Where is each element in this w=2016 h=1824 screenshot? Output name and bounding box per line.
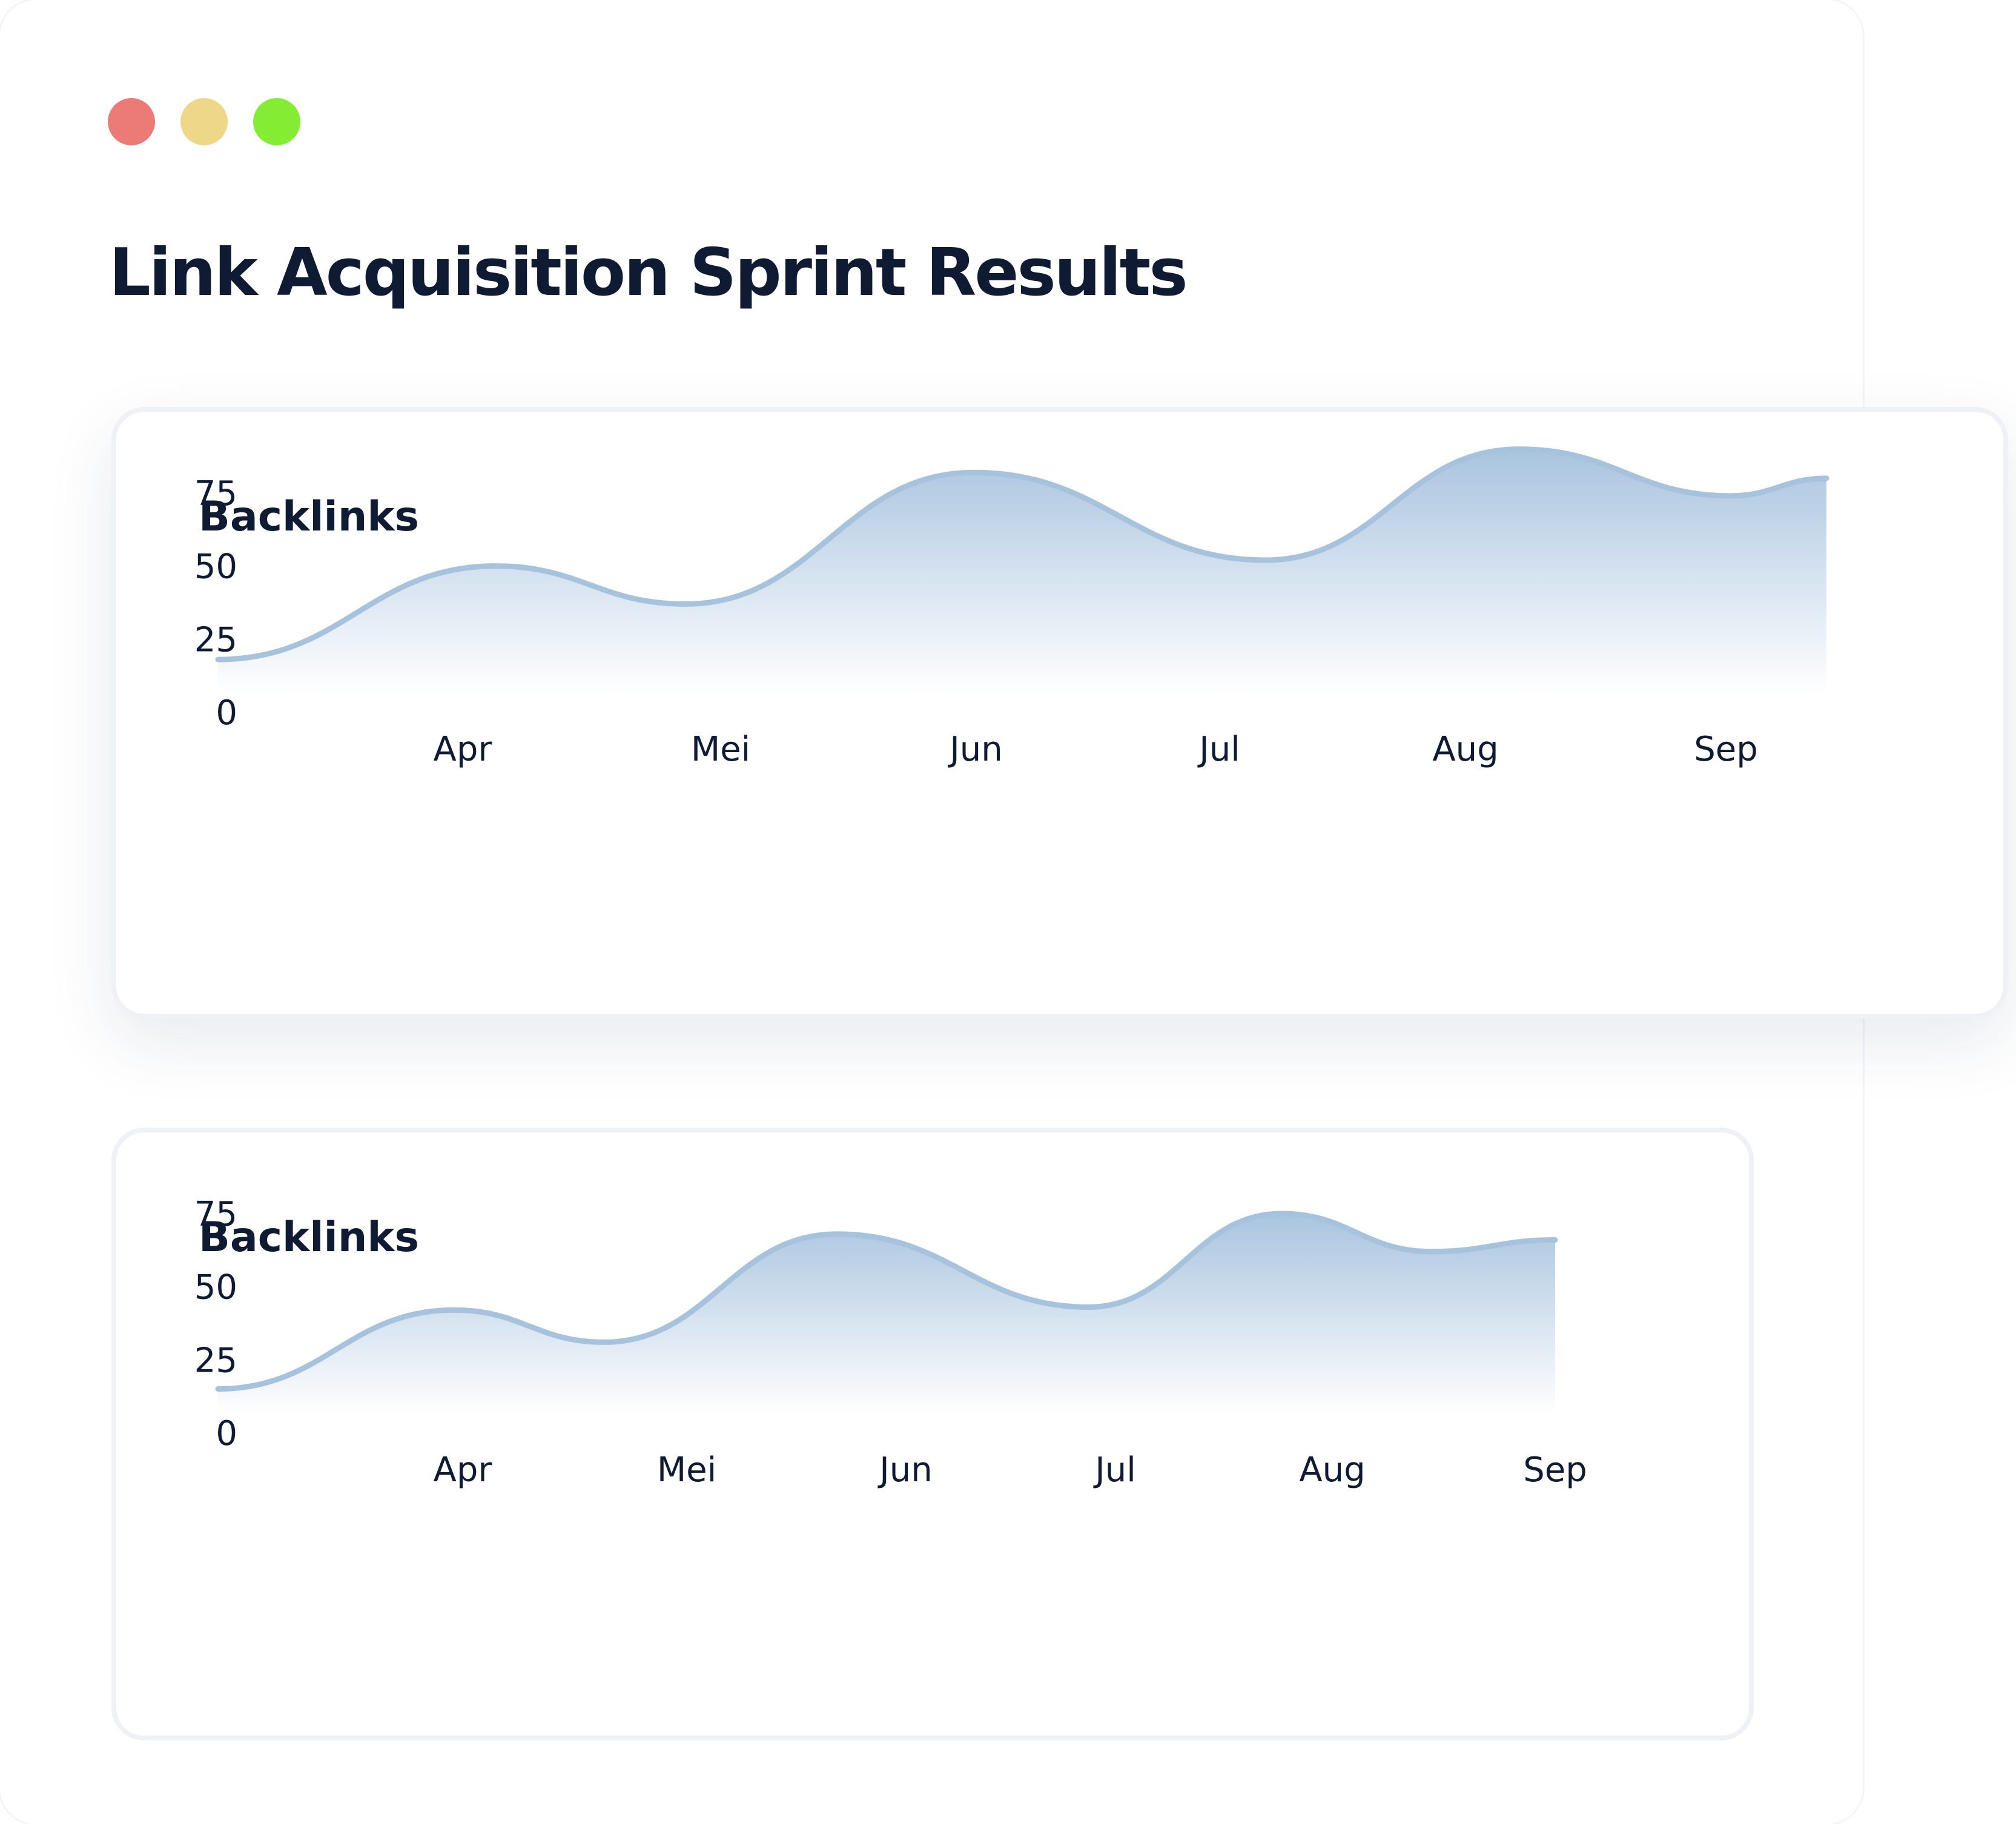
x-tick-label: Jun xyxy=(948,730,1003,769)
series-area xyxy=(218,449,1826,694)
series-area xyxy=(218,1214,1555,1415)
y-tick-label: 25 xyxy=(194,620,237,659)
minimize-dot[interactable] xyxy=(180,98,228,145)
x-tick-label: Aug xyxy=(1299,1450,1365,1490)
maximize-dot[interactable] xyxy=(253,98,300,145)
x-tick-label: Jun xyxy=(877,1450,933,1490)
x-tick-label: Mei xyxy=(657,1450,716,1490)
backlinks-chart-2: Backlinks 0 25 50 75 Apr Mei Jun Jul Aug Sep xyxy=(194,1195,1587,1490)
y-tick-label: 50 xyxy=(194,1268,237,1307)
series-line xyxy=(215,446,1829,663)
chart-title: Backlinks xyxy=(199,493,419,541)
x-tick-label: Jul xyxy=(1093,1450,1136,1490)
backlinks-chart-card-2: Backlinks 0 25 50 75 Apr Mei Jun Jul Aug Sep xyxy=(111,1128,1754,1740)
y-tick-label: 0 xyxy=(216,1414,237,1453)
y-tick-label: 75 xyxy=(194,1195,237,1234)
y-tick-label: 50 xyxy=(194,547,237,587)
x-tick-label: Mei xyxy=(691,730,750,769)
series-line xyxy=(215,1211,1558,1392)
x-tick-label: Aug xyxy=(1432,730,1498,769)
x-tick-label: Apr xyxy=(434,730,493,769)
close-dot[interactable] xyxy=(108,98,155,145)
x-tick-label: Jul xyxy=(1197,730,1240,769)
backlinks-chart-1: Backlinks 0 25 50 75 Apr Mei Jun Jul Aug Sep xyxy=(194,446,1829,769)
window-controls xyxy=(108,98,300,145)
backlinks-chart-card-1: Backlinks 0 25 50 75 Apr Mei Jun Jul Aug Sep xyxy=(111,407,2008,1019)
x-tick-label: Apr xyxy=(434,1450,493,1490)
x-tick-label: Sep xyxy=(1694,730,1758,769)
y-tick-label: 25 xyxy=(194,1341,237,1380)
x-tick-label: Sep xyxy=(1523,1450,1587,1490)
chart-title: Backlinks xyxy=(199,1214,419,1261)
y-tick-label: 75 xyxy=(194,474,237,514)
y-tick-label: 0 xyxy=(216,693,237,733)
page-title: Link Acquisition Sprint Results xyxy=(109,235,1188,311)
